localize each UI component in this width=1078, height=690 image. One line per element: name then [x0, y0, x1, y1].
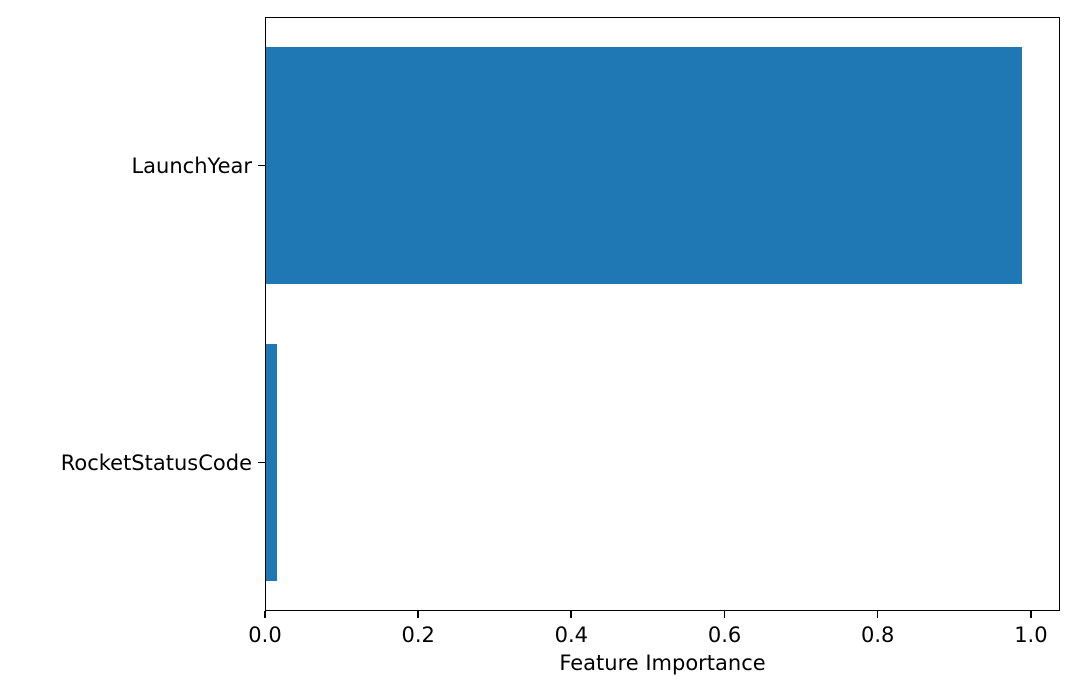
y-tick-mark-rocketstatuscode: [258, 461, 265, 464]
x-tick-label-0.0: 0.0: [248, 623, 282, 647]
x-tick-label-0.4: 0.4: [554, 623, 589, 647]
y-tick-label-launchyear: LaunchYear: [131, 153, 252, 178]
x-tick-mark-0.6: [723, 611, 726, 618]
y-tick-mark-launchyear: [258, 164, 265, 167]
x-tick-label-0.2: 0.2: [401, 623, 435, 647]
x-tick-mark-0.2: [417, 611, 419, 618]
x-tick-mark-0.8: [876, 611, 879, 618]
x-tick-mark-0.0: [264, 611, 266, 618]
bar-rocketstatuscode: [266, 343, 277, 582]
x-tick-label-1.0: 1.0: [1014, 623, 1048, 647]
plot-area: [265, 17, 1060, 611]
x-axis-label: Feature Importance: [559, 651, 766, 675]
bar-launchyear: [266, 46, 1022, 285]
x-tick-label-0.8: 0.8: [861, 623, 895, 647]
x-tick-mark-1.0: [1029, 611, 1032, 618]
x-tick-mark-0.4: [570, 611, 573, 618]
x-tick-label-0.6: 0.6: [707, 623, 742, 647]
y-tick-label-rocketstatuscode: RocketStatusCode: [60, 450, 252, 475]
